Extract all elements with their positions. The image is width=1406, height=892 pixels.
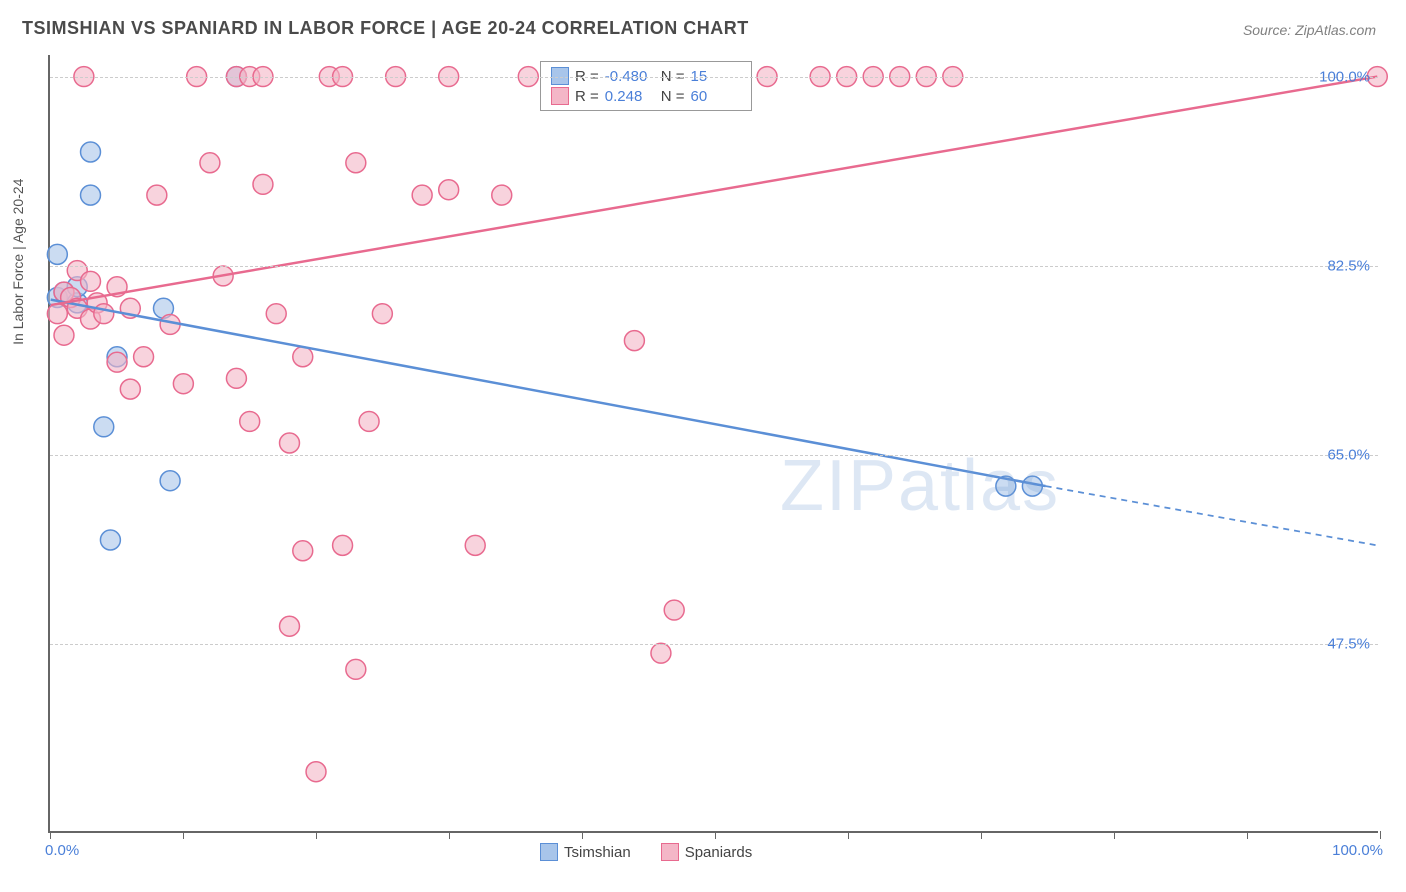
x-tick bbox=[316, 831, 317, 839]
x-tick bbox=[582, 831, 583, 839]
legend-label-1: Spaniards bbox=[685, 844, 753, 861]
x-tick bbox=[449, 831, 450, 839]
x-tick bbox=[50, 831, 51, 839]
legend-r-label: R = bbox=[575, 88, 599, 105]
data-point bbox=[439, 180, 459, 200]
trend-line-extrapolated bbox=[1046, 486, 1378, 545]
data-point bbox=[372, 304, 392, 324]
data-point bbox=[253, 174, 273, 194]
data-point bbox=[492, 185, 512, 205]
legend-n-value-1: 60 bbox=[691, 88, 741, 105]
legend-swatch-spaniards bbox=[551, 87, 569, 105]
data-point bbox=[293, 347, 313, 367]
data-point bbox=[120, 379, 140, 399]
legend-correlation: R = -0.480 N = 15 R = 0.248 N = 60 bbox=[540, 61, 752, 111]
legend-item-spaniards: Spaniards bbox=[661, 843, 753, 861]
data-point bbox=[240, 411, 260, 431]
data-point bbox=[333, 535, 353, 555]
y-tick-label: 65.0% bbox=[1327, 446, 1370, 463]
x-axis-min-label: 0.0% bbox=[45, 842, 79, 859]
x-tick bbox=[1247, 831, 1248, 839]
data-point bbox=[306, 762, 326, 782]
x-tick bbox=[1114, 831, 1115, 839]
data-point bbox=[134, 347, 154, 367]
x-tick bbox=[1380, 831, 1381, 839]
legend-item-tsimshian: Tsimshian bbox=[540, 843, 631, 861]
source-attribution: Source: ZipAtlas.com bbox=[1243, 22, 1376, 38]
grid-line bbox=[50, 644, 1378, 645]
data-point bbox=[47, 304, 67, 324]
legend-swatch-icon bbox=[540, 843, 558, 861]
data-point bbox=[81, 142, 101, 162]
data-point bbox=[346, 153, 366, 173]
data-point bbox=[81, 271, 101, 291]
x-tick bbox=[848, 831, 849, 839]
legend-series: Tsimshian Spaniards bbox=[540, 843, 752, 861]
x-tick bbox=[715, 831, 716, 839]
grid-line bbox=[50, 77, 1378, 78]
data-point bbox=[280, 433, 300, 453]
legend-swatch-icon bbox=[661, 843, 679, 861]
chart-title: TSIMSHIAN VS SPANIARD IN LABOR FORCE | A… bbox=[22, 18, 749, 39]
grid-line bbox=[50, 266, 1378, 267]
legend-r-value-1: 0.248 bbox=[605, 88, 655, 105]
data-point bbox=[147, 185, 167, 205]
y-tick-label: 82.5% bbox=[1327, 257, 1370, 274]
x-tick bbox=[183, 831, 184, 839]
data-point bbox=[664, 600, 684, 620]
data-point bbox=[94, 304, 114, 324]
data-point bbox=[226, 368, 246, 388]
data-point bbox=[293, 541, 313, 561]
data-point bbox=[200, 153, 220, 173]
data-point bbox=[280, 616, 300, 636]
legend-row-spaniards: R = 0.248 N = 60 bbox=[551, 86, 741, 106]
grid-line bbox=[50, 455, 1378, 456]
data-point bbox=[412, 185, 432, 205]
data-point bbox=[173, 374, 193, 394]
data-point bbox=[81, 185, 101, 205]
x-axis-max-label: 100.0% bbox=[1332, 842, 1383, 859]
data-point bbox=[346, 659, 366, 679]
data-point bbox=[651, 643, 671, 663]
x-tick bbox=[981, 831, 982, 839]
legend-label-0: Tsimshian bbox=[564, 844, 631, 861]
data-point bbox=[266, 304, 286, 324]
plot-area: ZIPatlas R = -0.480 N = 15 R = 0.248 N =… bbox=[48, 55, 1378, 833]
data-point bbox=[465, 535, 485, 555]
chart-container: TSIMSHIAN VS SPANIARD IN LABOR FORCE | A… bbox=[0, 0, 1406, 892]
trend-line bbox=[51, 300, 1046, 486]
legend-n-label: N = bbox=[661, 88, 685, 105]
y-axis-title: In Labor Force | Age 20-24 bbox=[10, 179, 26, 345]
data-point bbox=[624, 331, 644, 351]
data-point bbox=[54, 325, 74, 345]
data-point bbox=[47, 244, 67, 264]
data-point bbox=[160, 471, 180, 491]
y-tick-label: 100.0% bbox=[1319, 68, 1370, 85]
data-point bbox=[94, 417, 114, 437]
y-tick-label: 47.5% bbox=[1327, 635, 1370, 652]
chart-svg bbox=[50, 55, 1378, 831]
data-point bbox=[100, 530, 120, 550]
data-point bbox=[359, 411, 379, 431]
data-point bbox=[107, 352, 127, 372]
